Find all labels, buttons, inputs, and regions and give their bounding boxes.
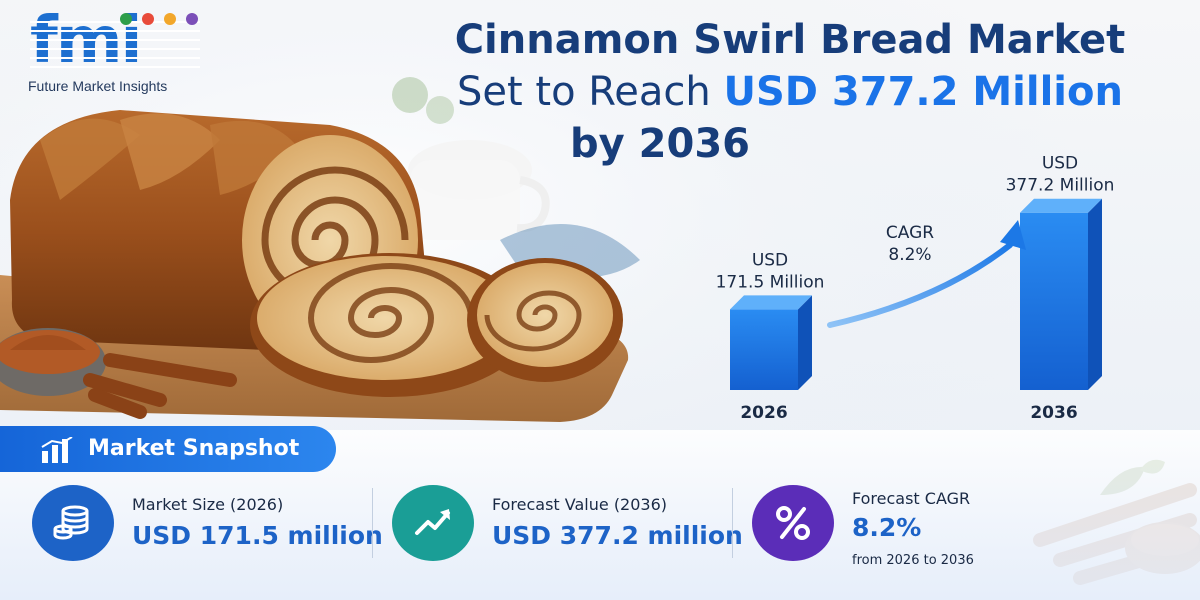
- kpi-value: USD 377.2 million: [492, 521, 743, 550]
- headline-line-2: Set to Reach USD 377.2 Million: [410, 66, 1170, 118]
- x-tick-label: 2026: [740, 403, 787, 423]
- cagr-arrow-head: [1000, 220, 1026, 250]
- snapshot-heading: Market Snapshot: [88, 436, 300, 461]
- logo-tagline: Future Market Insights: [28, 78, 168, 94]
- logo-globe-dots-icon: [120, 13, 198, 25]
- cagr-label: CAGR: [886, 223, 934, 243]
- kpi-value: USD 171.5 million: [132, 521, 383, 550]
- percent-icon: [752, 485, 834, 561]
- kpi-title: Market Size (2026): [132, 495, 284, 514]
- coin-stack-icon: [32, 485, 114, 561]
- kpi-market-size: Market Size (2026) USD 171.5 million: [32, 485, 383, 565]
- bar-value-label: USD: [1042, 154, 1078, 174]
- kpi-divider: [372, 488, 373, 558]
- kpi-divider: [732, 488, 733, 558]
- kpi-title: Forecast CAGR: [852, 489, 971, 508]
- headline-highlight: USD 377.2 Million: [723, 69, 1123, 115]
- kpi-subtitle: from 2026 to 2036: [852, 553, 974, 568]
- bar-value-label: 377.2 Million: [1006, 176, 1115, 196]
- bar-chart-icon: [41, 437, 73, 463]
- kpi-forecast-cagr: Forecast CAGR 8.2% from 2026 to 2036: [752, 485, 1032, 568]
- headline-line-3: by 2036: [570, 121, 750, 167]
- cagr-value: 8.2%: [888, 245, 931, 265]
- headline-line-1: Cinnamon Swirl Bread Market: [454, 17, 1126, 63]
- snapshot-heading-pill: Market Snapshot: [0, 426, 336, 472]
- bar-value-label: USD: [752, 250, 788, 270]
- bar-value-label: 171.5 Million: [716, 272, 825, 292]
- cagr-arrow: [827, 242, 1013, 328]
- kpi-title: Forecast Value (2036): [492, 495, 668, 514]
- trend-up-icon: [392, 485, 474, 561]
- kpi-forecast-value: Forecast Value (2036) USD 377.2 million: [392, 485, 743, 565]
- fmi-logo: fmi Future Market Insights: [26, 6, 226, 96]
- bar-2036: [1020, 198, 1102, 390]
- kpi-value: 8.2%: [852, 513, 922, 542]
- x-tick-label: 2036: [1030, 403, 1077, 423]
- headline: Cinnamon Swirl Bread Market Set to Reach…: [410, 14, 1170, 170]
- bar-2026: [730, 295, 812, 390]
- headline-line-2-prefix: Set to Reach: [457, 69, 724, 115]
